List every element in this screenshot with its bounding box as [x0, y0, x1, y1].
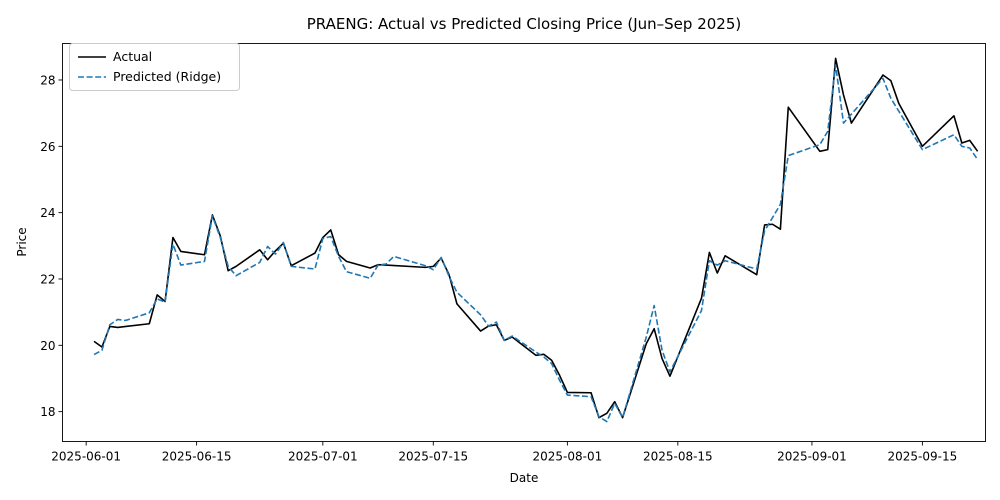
- plot-area: [62, 43, 986, 442]
- x-tick-label: 2025-08-01: [533, 450, 603, 464]
- x-tick-label: 2025-07-15: [398, 450, 468, 464]
- x-tick-label: 2025-06-01: [51, 450, 121, 464]
- y-tick-label: 18: [40, 405, 55, 419]
- y-tick-label: 28: [40, 73, 55, 87]
- legend-label-actual: Actual: [113, 49, 152, 64]
- y-tick-label: 22: [40, 272, 55, 286]
- x-tick-label: 2025-07-01: [288, 450, 358, 464]
- plot-frame: [62, 43, 986, 442]
- y-tick-label: 20: [40, 339, 55, 353]
- y-tick-label: 24: [40, 206, 55, 220]
- x-tick-label: 2025-09-15: [888, 450, 958, 464]
- series-line-actual: [93, 57, 979, 419]
- x-axis-label: Date: [510, 471, 539, 485]
- y-tick-label: 26: [40, 140, 55, 154]
- legend-box: [69, 43, 240, 91]
- legend: Actual Predicted (Ridge): [69, 43, 240, 91]
- x-tick-label: 2025-08-15: [643, 450, 713, 464]
- series-layer: [93, 57, 979, 423]
- y-axis-label: Price: [15, 227, 29, 256]
- y-axis-ticks: 18 20 22 24 26 28: [40, 73, 63, 419]
- x-tick-label: 2025-09-01: [777, 450, 847, 464]
- series-line-predicted: [93, 64, 979, 423]
- x-tick-label: 2025-06-15: [162, 450, 232, 464]
- legend-label-predicted: Predicted (Ridge): [113, 69, 221, 84]
- x-axis-ticks: 2025-06-01 2025-06-15 2025-07-01 2025-07-15…: [51, 441, 958, 464]
- chart-title: PRAENG: Actual vs Predicted Closing Pric…: [307, 15, 741, 33]
